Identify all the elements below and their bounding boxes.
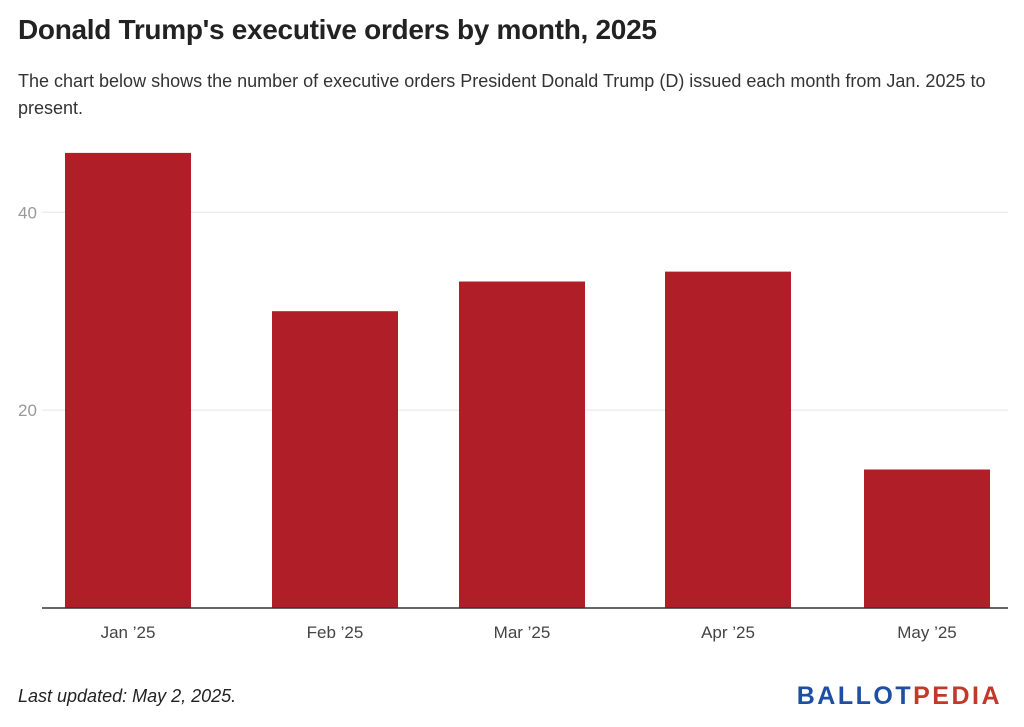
- last-updated-note: Last updated: May 2, 2025.: [18, 686, 237, 706]
- logo-ballot-text: BALLOT: [796, 682, 914, 710]
- x-category-label: Feb ’25: [307, 623, 364, 642]
- x-category-label: May ’25: [897, 623, 957, 642]
- x-category-label: Jan ’25: [101, 623, 156, 642]
- bar: [65, 152, 191, 608]
- bar: [272, 311, 398, 608]
- logo-pedia-text: PEDIA: [913, 682, 1002, 710]
- bars: [65, 152, 990, 608]
- chart-title: Donald Trump's executive orders by month…: [18, 14, 657, 45]
- chart-subtitle: The chart below shows the number of exec…: [18, 71, 986, 118]
- bar: [665, 271, 791, 608]
- ballotpedia-logo: BALLOTPEDIA: [797, 682, 1002, 711]
- bar: [459, 281, 585, 608]
- bar: [864, 469, 990, 608]
- x-axis-labels: Jan ’25 Feb ’25 Mar ’25 Apr ’25 May ’25: [101, 623, 957, 642]
- y-tick-label: 40: [18, 203, 37, 222]
- x-category-label: Apr ’25: [701, 623, 755, 642]
- x-category-label: Mar ’25: [494, 623, 551, 642]
- y-tick-label: 20: [18, 401, 37, 420]
